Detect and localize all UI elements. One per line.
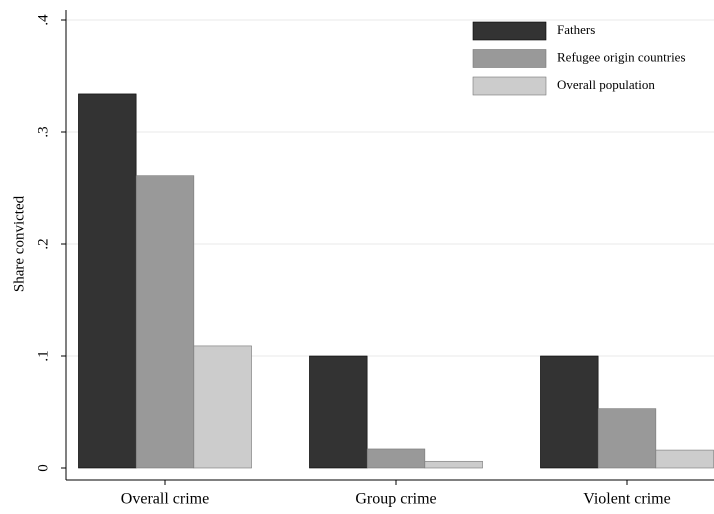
bar bbox=[597, 408, 657, 469]
y-tick-label: .3 bbox=[35, 126, 51, 137]
legend-label: Overall population bbox=[557, 77, 655, 92]
x-tick-label: Overall crime bbox=[121, 491, 209, 508]
y-tick-label: 0 bbox=[35, 464, 51, 472]
y-tick-label: .4 bbox=[35, 14, 51, 26]
legend-label: Refugee origin countries bbox=[557, 49, 686, 64]
x-tick-label: Group crime bbox=[355, 491, 436, 508]
bar bbox=[540, 355, 599, 469]
bar bbox=[655, 449, 714, 469]
legend-swatch bbox=[472, 49, 547, 68]
y-tick-label: .1 bbox=[35, 350, 51, 361]
legend-swatch bbox=[472, 76, 547, 96]
bar bbox=[309, 355, 368, 469]
bar bbox=[135, 175, 195, 469]
y-tick-label: .2 bbox=[35, 238, 51, 249]
legend-swatch bbox=[472, 21, 547, 41]
y-axis-label: Share convicted bbox=[11, 195, 27, 292]
legend-label: Fathers bbox=[557, 22, 595, 37]
bar bbox=[78, 93, 137, 469]
bar bbox=[193, 345, 252, 469]
bar bbox=[366, 448, 426, 469]
x-tick-label: Violent crime bbox=[583, 491, 670, 508]
bar bbox=[424, 460, 483, 469]
